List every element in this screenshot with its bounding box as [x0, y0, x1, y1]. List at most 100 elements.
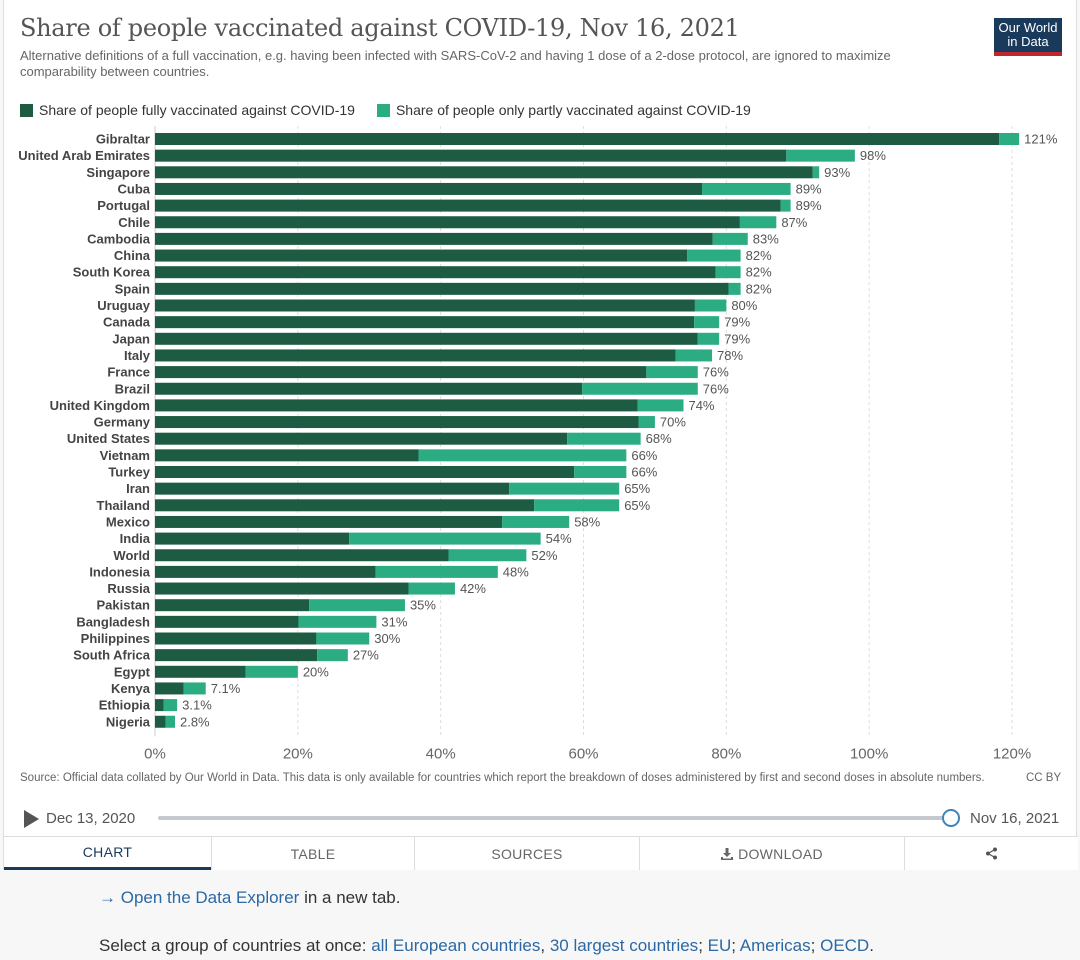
bar-fully-vaccinated	[155, 149, 787, 162]
bar-fully-vaccinated	[155, 249, 688, 262]
tab-share[interactable]	[904, 837, 1078, 870]
value-label: 31%	[381, 614, 407, 629]
logo-line-2: in Data	[1007, 34, 1049, 49]
bar-fully-vaccinated	[155, 349, 676, 362]
timeline-track[interactable]	[158, 816, 952, 820]
legend-item-partial[interactable]: Share of people only partly vaccinated a…	[376, 102, 751, 118]
timeline-start-date: Dec 13, 2020	[46, 810, 136, 827]
country-label: Canada	[103, 315, 151, 330]
country-label: Thailand	[97, 498, 151, 513]
x-tick-label: 60%	[568, 745, 598, 762]
share-icon	[986, 847, 997, 860]
tab-table[interactable]: TABLE	[211, 837, 414, 870]
legend-swatch-full	[20, 103, 33, 117]
bar-fully-vaccinated	[155, 682, 184, 695]
tab-chart[interactable]: CHART	[4, 837, 211, 870]
tab-bar: CHART TABLE SOURCES DOWNLOAD	[4, 836, 1078, 870]
group-link-european[interactable]: all European countries	[371, 936, 541, 955]
bar-fully-vaccinated	[155, 466, 575, 478]
tab-sources[interactable]: SOURCES	[414, 837, 639, 870]
value-label: 82%	[746, 248, 772, 263]
country-label: United Arab Emirates	[18, 148, 150, 163]
bar-partly-vaccinated	[739, 216, 777, 229]
country-label: Indonesia	[89, 564, 150, 579]
group-link-eu[interactable]: EU	[707, 936, 732, 955]
value-label: 68%	[646, 431, 672, 446]
bar-partly-vaccinated	[780, 199, 791, 212]
bar-partly-vaccinated	[582, 382, 698, 395]
tab-download[interactable]: DOWNLOAD	[639, 837, 904, 870]
chart-card: Share of people vaccinated against COVID…	[3, 0, 1078, 870]
country-label: Mexico	[106, 514, 150, 529]
bar-fully-vaccinated	[155, 582, 409, 595]
chart-title: Share of people vaccinated against COVID…	[20, 14, 740, 42]
country-groups-line: Select a group of countries at once: all…	[99, 936, 874, 955]
data-explorer-link[interactable]: Open the Data Explorer	[120, 888, 300, 907]
bar-partly-vaccinated	[183, 682, 206, 695]
group-link-largest[interactable]: 30 largest countries	[549, 936, 699, 955]
bar-fully-vaccinated	[155, 332, 698, 345]
license-link[interactable]: CC BY	[1026, 772, 1062, 784]
country-label: Cuba	[118, 181, 151, 196]
country-label: Portugal	[97, 198, 150, 213]
value-label: 76%	[703, 381, 729, 396]
country-label: Nigeria	[106, 714, 151, 729]
explorer-suffix: in a new tab.	[304, 888, 401, 907]
x-tick-label: 100%	[850, 745, 888, 762]
country-label: Turkey	[108, 465, 150, 480]
country-label: South Korea	[73, 265, 151, 280]
legend-label-partial: Share of people only partly vaccinated a…	[395, 102, 751, 118]
country-label: Bangladesh	[76, 614, 150, 629]
timeline: Dec 13, 2020 Nov 16, 2021	[20, 806, 1064, 832]
value-label: 48%	[503, 564, 529, 579]
bar-fully-vaccinated	[155, 166, 813, 179]
value-label: 93%	[824, 165, 850, 180]
chart-subtitle: Alternative definitions of a full vaccin…	[20, 48, 891, 79]
timeline-handle[interactable]	[942, 809, 960, 827]
bar-partly-vaccinated	[349, 532, 541, 545]
country-label: France	[107, 365, 150, 380]
bar-partly-vaccinated	[418, 449, 627, 462]
country-label: Italy	[124, 348, 151, 363]
value-label: 42%	[460, 581, 486, 596]
bar-partly-vaccinated	[694, 299, 727, 312]
value-label: 82%	[746, 265, 772, 280]
bar-partly-vaccinated	[509, 482, 620, 495]
bar-partly-vaccinated	[697, 332, 720, 345]
country-label: Germany	[94, 415, 151, 430]
group-link-oecd[interactable]: OECD	[820, 936, 870, 955]
owid-logo[interactable]: Our World in Data	[994, 18, 1062, 56]
bar-fully-vaccinated	[155, 216, 740, 229]
bar-partly-vaccinated	[702, 182, 791, 195]
bar-fully-vaccinated	[155, 449, 419, 462]
value-label: 98%	[860, 148, 886, 163]
legend-item-full[interactable]: Share of people fully vaccinated against…	[20, 102, 355, 118]
bar-partly-vaccinated	[675, 349, 713, 362]
legend: Share of people fully vaccinated against…	[20, 100, 773, 120]
group-link-americas[interactable]: Americas	[739, 936, 811, 955]
play-icon[interactable]	[24, 810, 39, 828]
bar-fully-vaccinated	[155, 599, 310, 612]
bar-partly-vaccinated	[163, 699, 178, 712]
bar-fully-vaccinated	[155, 366, 647, 379]
value-label: 121%	[1024, 132, 1058, 147]
country-label: Ethiopia	[99, 698, 151, 713]
x-tick-label: 40%	[426, 745, 456, 762]
value-label: 65%	[624, 498, 650, 513]
country-label: Cambodia	[87, 231, 151, 246]
country-label: United States	[67, 431, 150, 446]
legend-swatch-partial	[376, 103, 390, 117]
value-label: 35%	[410, 598, 436, 613]
bar-fully-vaccinated	[155, 316, 695, 329]
value-label: 52%	[531, 548, 557, 563]
bar-partly-vaccinated	[694, 316, 720, 329]
bar-partly-vaccinated	[165, 715, 175, 728]
x-tick-label: 120%	[993, 745, 1031, 762]
country-label: Pakistan	[97, 598, 151, 613]
bar-fully-vaccinated	[155, 182, 703, 195]
country-label: Brazil	[115, 381, 150, 396]
bar-fully-vaccinated	[155, 282, 729, 295]
bar-fully-vaccinated	[155, 532, 350, 545]
bar-partly-vaccinated	[638, 416, 655, 429]
bar-partly-vaccinated	[448, 549, 527, 562]
